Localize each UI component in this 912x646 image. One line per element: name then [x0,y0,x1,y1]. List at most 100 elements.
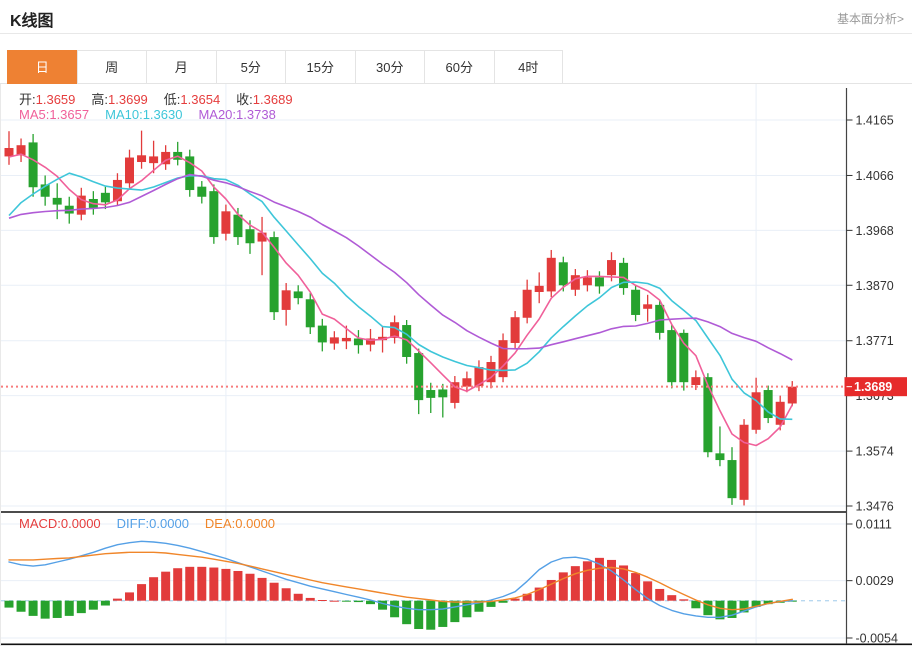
candle-body [233,214,243,238]
current-price-tag: 1.3689 [844,377,907,397]
macd-bar [16,600,26,612]
tab-30min[interactable]: 30分 [354,50,424,84]
macd-bar [739,600,749,613]
macd-bar [679,599,689,601]
candle-body [643,304,653,309]
macd-bar [534,587,544,601]
macd-bar [221,568,231,601]
candles-layer [4,130,797,506]
timeframe-tabbar: 日周月 5分 15分 30分 60分 4时 [0,50,912,84]
macd-bar [378,600,388,610]
candle-body [341,337,351,342]
axis-tick-label: 0.0111 [856,518,892,532]
fundamental-analysis-link[interactable]: 基本面分析> [836,12,904,26]
macd-bar [88,600,98,610]
candle-body [631,289,641,315]
tab-month[interactable]: 月 [146,50,216,84]
macd-bar [137,584,147,601]
candle-body [715,453,725,461]
candle-body [353,338,363,346]
macd-bar [414,600,424,630]
macd-bar [498,600,508,603]
macd-bar [546,579,556,601]
candle-body [594,277,604,287]
candle-body [317,325,327,343]
candle-body [558,262,568,286]
macd-bar [703,600,713,616]
macd-bar [305,597,315,601]
ma20-line [8,173,793,361]
candle-body [667,330,677,383]
macd-bar [390,600,400,618]
candle-body [257,232,267,242]
tab-4hour[interactable]: 4时 [493,50,563,84]
macd-bar [245,573,255,601]
tab-week[interactable]: 周 [76,50,146,84]
candle-body [450,382,460,403]
tab-5min[interactable]: 5分 [215,50,285,84]
macd-bar [76,600,86,614]
candle-body [4,148,14,157]
macd-bar [353,600,363,603]
candle-body [366,338,375,345]
macd-bar [112,598,122,601]
candle-body [125,157,134,184]
candle-body [510,317,520,343]
macd-bar [426,600,436,630]
candle-body [245,229,255,244]
candle-body [269,237,279,313]
tab-15min[interactable]: 15分 [285,50,355,84]
candle-body [137,155,147,163]
candle-body [305,299,315,328]
page-title: K线图 [10,13,54,30]
candle-body [619,262,629,289]
axis-tick-label: 1.3870 [856,279,894,293]
macd-bar [28,600,38,616]
macd-bar [269,582,279,601]
candle-body [462,378,472,387]
chart-area: 1.41651.40661.39681.38701.37711.36731.35… [0,84,912,646]
candle-body [751,392,761,430]
candle-body [522,289,532,318]
candle-body [221,211,231,234]
macd-bar [486,600,496,607]
macd-bar [209,567,219,601]
candle-body [426,390,436,398]
candle-body [703,377,713,453]
price-tag-value: 1.3689 [854,380,892,394]
candle-body [149,156,159,164]
ma5-line [8,153,794,447]
candle-body [293,291,303,299]
macd-bar [52,600,62,618]
candle-body [16,145,26,156]
diff-line [8,540,793,618]
macd-histogram [4,557,797,630]
macd-bar [594,557,604,601]
macd-bar [751,600,761,607]
macd-bar [402,600,412,625]
macd-bar [317,600,327,601]
macd-bar [438,600,448,627]
kline-chart[interactable]: 1.41651.40661.39681.38701.37711.36731.35… [1,84,912,646]
candle-body [775,401,785,425]
candle-body [534,285,544,292]
macd-bar [293,593,303,601]
ma10-line [8,172,793,421]
candle-body [486,362,496,383]
candle-body [739,424,749,500]
axis-tick-label: 1.3574 [856,445,894,459]
macd-bar [257,577,267,601]
macd-bar [366,600,375,605]
axis-tick-label: 1.4066 [856,169,894,183]
macd-bar [619,565,629,601]
tab-day[interactable]: 日 [7,50,77,84]
candle-body [414,353,424,401]
candle-body [474,367,484,387]
macd-bar [4,600,14,608]
macd-bar [607,559,616,601]
tab-60min[interactable]: 60分 [424,50,494,84]
candle-body [546,257,556,292]
dea-line [8,551,793,611]
macd-bar [329,600,339,602]
candle-body [281,290,291,310]
